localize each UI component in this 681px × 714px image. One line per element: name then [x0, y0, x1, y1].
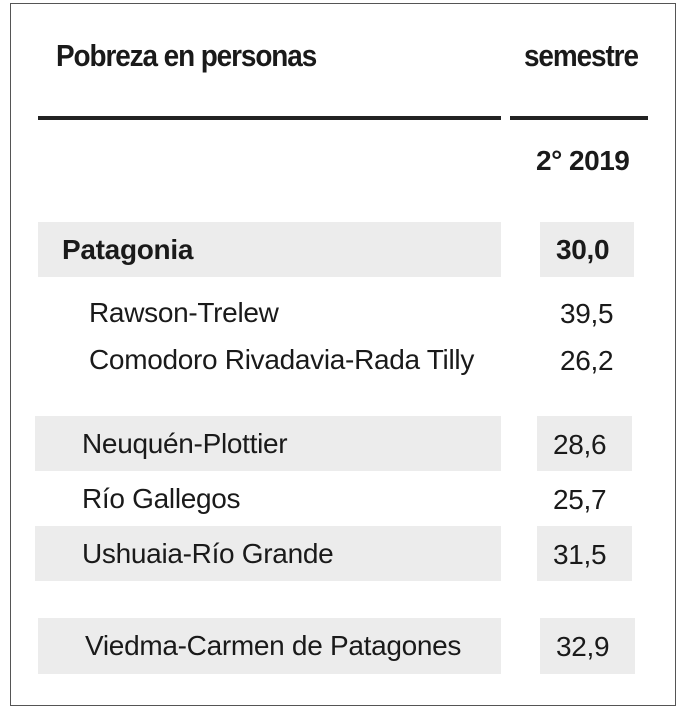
row-value-neuquen-plottier: 28,6 — [553, 429, 607, 460]
row-band-ushuaia-label — [35, 526, 501, 581]
row-value-comodoro-rivadavia: 26,2 — [560, 345, 614, 376]
row-band-viedma-value — [540, 618, 635, 674]
row-band-neuquen-value — [537, 416, 632, 471]
row-label-rawson-trelew: Rawson-Trelew — [89, 297, 279, 328]
row-band-patagonia-value — [540, 222, 634, 277]
row-label-rio-gallegos: Río Gallegos — [82, 483, 241, 514]
row-value-rawson-trelew: 39,5 — [560, 298, 614, 329]
row-label-viedma-carmen: Viedma-Carmen de Patagones — [85, 630, 462, 661]
column-group-header-clip: semestres — [524, 38, 638, 74]
row-label-patagonia: Patagonia — [62, 234, 194, 265]
period-label: 2° 2019 — [536, 145, 630, 176]
row-label-comodoro-rivadavia: Comodoro Rivadavia-Rada Tilly — [89, 344, 475, 375]
row-value-rio-gallegos: 25,7 — [553, 484, 607, 515]
row-label-neuquen-plottier: Neuquén-Plottier — [82, 428, 288, 459]
table-title: Pobreza en personas — [56, 38, 317, 73]
row-value-viedma-carmen: 32,9 — [556, 631, 610, 662]
row-band-neuquen-label — [35, 416, 501, 471]
row-value-patagonia: 30,0 — [556, 234, 610, 265]
row-value-ushuaia-rio-grande: 31,5 — [553, 539, 607, 570]
row-band-patagonia-label — [38, 222, 501, 277]
header-rule-right — [510, 116, 648, 120]
header-rule-left — [38, 116, 501, 120]
table-frame — [10, 3, 676, 706]
column-group-header: semestres — [524, 38, 638, 73]
row-label-ushuaia-rio-grande: Ushuaia-Río Grande — [82, 538, 334, 569]
row-band-ushuaia-value — [537, 526, 632, 581]
row-band-viedma-label — [38, 618, 501, 674]
